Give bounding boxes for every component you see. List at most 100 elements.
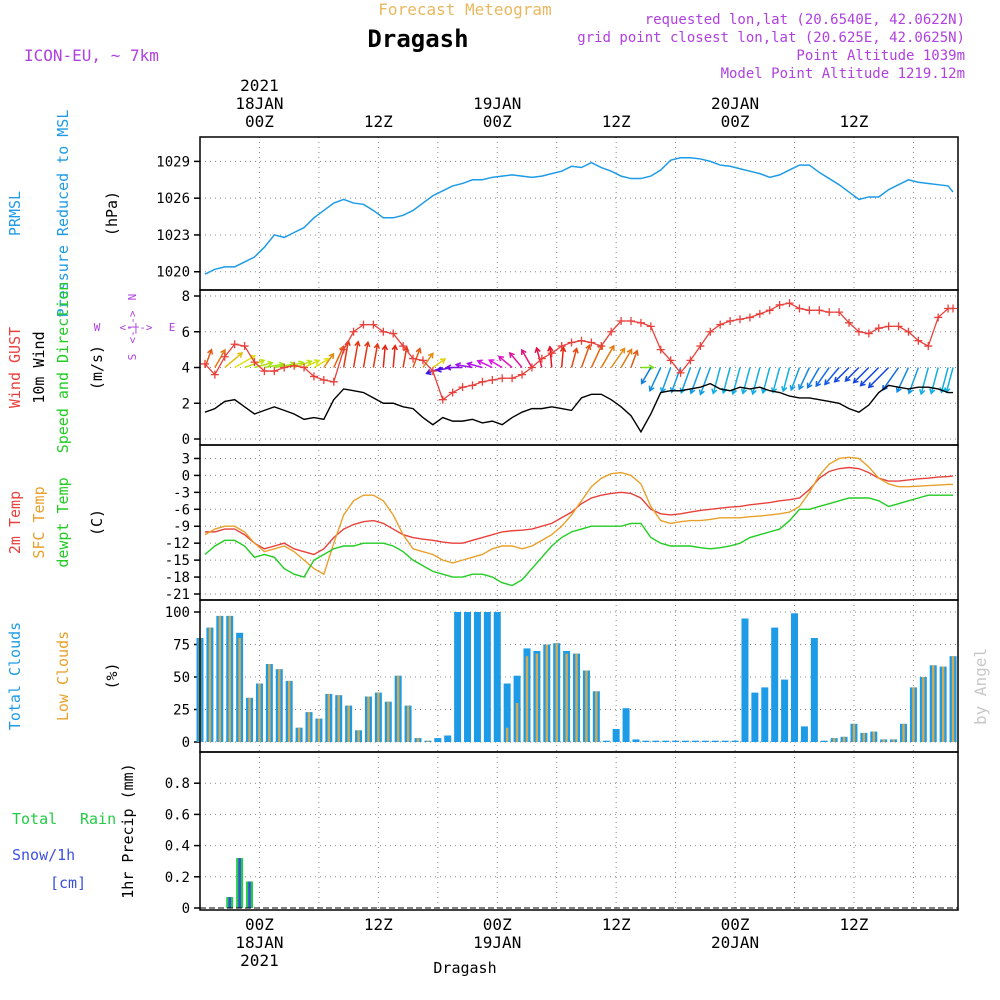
- wind-arrow-head: [391, 344, 399, 351]
- wind-direction-arrow: [815, 367, 830, 387]
- watermark: by Angel: [971, 648, 990, 725]
- gust-marker: [488, 376, 497, 385]
- gust-marker: [428, 367, 437, 376]
- y-tick-label: 50: [173, 670, 190, 686]
- gust-marker: [399, 342, 408, 351]
- wind-direction-arrow: [860, 366, 880, 387]
- temperature-panel: -21-18-15-12-9-6-303 2m Temp SFC Temp dewpt…: [6, 444, 959, 603]
- gust-marker: [627, 317, 636, 326]
- wind-arrow-head: [669, 387, 676, 394]
- wind-direction-arrow: [549, 346, 553, 368]
- total-cloud-bar: [711, 740, 719, 742]
- wind-arrow-head: [508, 351, 515, 359]
- snow-bar: [248, 881, 251, 908]
- low-cloud-bar: [941, 666, 945, 742]
- sfc-line: [204, 456, 954, 576]
- wind-direction-arrow: [752, 367, 761, 395]
- time-axis-label: 12Z: [364, 915, 393, 934]
- wind-label-2: Speed and Direction: [54, 282, 72, 454]
- y-tick-label: 1020: [156, 265, 190, 281]
- wind-arrow-head: [895, 386, 902, 394]
- gust-marker: [438, 395, 447, 404]
- time-axis-label: 19JAN: [473, 94, 521, 113]
- gust-marker: [765, 306, 774, 315]
- wind-arrow-head: [439, 358, 447, 364]
- low-cloud-bar: [287, 680, 291, 742]
- wind-arrow-head: [559, 345, 567, 353]
- y-tick-label: -18: [165, 570, 190, 586]
- gust-marker: [458, 383, 467, 392]
- gust-marker: [319, 376, 328, 385]
- y-tick-label: 0: [182, 735, 190, 751]
- y-tick-label: 0.4: [165, 839, 190, 855]
- gust-marker: [240, 342, 249, 351]
- gust-marker: [379, 327, 388, 336]
- low-cloud-bar: [585, 670, 588, 742]
- wind-direction-arrow: [824, 367, 840, 385]
- low-cloud-bar: [406, 705, 410, 742]
- wind-arrow-head: [907, 388, 914, 395]
- wind-arrow-head: [781, 386, 788, 393]
- y-tick-label: 25: [173, 703, 190, 719]
- wind-arrow-head: [711, 388, 718, 395]
- total-cloud-bar: [602, 740, 610, 742]
- y-tick-label: 1026: [156, 191, 190, 207]
- compass-e: E: [169, 321, 176, 334]
- dewpt-line: [204, 494, 954, 587]
- wind-direction-arrow: [660, 367, 672, 393]
- wind-arrow-head: [648, 385, 655, 393]
- wind-arrow-head: [585, 343, 592, 351]
- gust-marker: [527, 363, 536, 372]
- time-axis-label: 2021: [240, 951, 279, 970]
- low-cloud-bar: [892, 739, 895, 742]
- low-cloud-bar: [208, 627, 212, 742]
- wind-arrow-head: [402, 345, 410, 352]
- low-cloud-bar: [555, 643, 558, 742]
- time-axis-label: 18JAN: [235, 94, 283, 113]
- time-axis-label: 00Z: [483, 112, 512, 131]
- pressure-frame: [199, 136, 959, 291]
- low-cloud-bar: [545, 644, 548, 742]
- gust-marker: [418, 356, 427, 365]
- gust-marker: [567, 338, 576, 347]
- low-cloud-bar: [357, 730, 360, 742]
- temperature-label-0: 2m Temp: [6, 491, 24, 554]
- low-cloud-bar: [951, 656, 955, 742]
- time-axis-label: 19JAN: [473, 933, 521, 952]
- wind-direction-arrow: [303, 359, 320, 369]
- panels-layer: 1020 1023 1026 1029 PRMSL Pressure Reduced to…: [6, 110, 959, 917]
- wind-direction-arrow: [868, 366, 890, 388]
- y-tick-label: 0: [182, 432, 190, 448]
- wind-direction-arrow: [690, 367, 702, 394]
- wind-arrow-head: [632, 349, 639, 356]
- low-cloud-bar: [872, 731, 875, 742]
- wind-direction-arrow: [807, 367, 820, 388]
- gust-marker: [775, 300, 784, 309]
- gust-marker: [934, 313, 943, 322]
- pressure-line: [204, 156, 954, 275]
- wind-label-0: Wind GUST: [6, 327, 24, 408]
- low-cloud-bar: [416, 738, 420, 742]
- wind-arrow-head: [572, 347, 579, 354]
- low-cloud-bar: [882, 739, 885, 742]
- total-cloud-bar: [672, 740, 680, 742]
- gust-marker: [557, 342, 566, 351]
- wind-arrow-head: [427, 352, 434, 359]
- wind-arrow-head: [425, 369, 432, 376]
- wind-arrow-head: [740, 388, 748, 395]
- gust-marker: [617, 317, 626, 326]
- wind-direction-arrow: [362, 342, 369, 368]
- wind-arrow-head: [476, 359, 483, 366]
- low-cloud-bar: [258, 683, 261, 742]
- gust-marker: [845, 318, 854, 327]
- low-cloud-bar: [852, 723, 856, 742]
- y-tick-label: 0.8: [165, 776, 190, 792]
- wind-arrow-head: [306, 359, 313, 366]
- wind-arrow-head: [497, 355, 504, 362]
- y-tick-label: 1023: [156, 228, 190, 244]
- wind-arrow-head: [798, 384, 804, 391]
- wind-arrow-head: [488, 359, 495, 365]
- wind-panel: 0 2 4 6 8 N S W E <-|-><-|-> Wind GUST 10m Wind Spee…: [6, 282, 959, 454]
- wind-arrow-head: [689, 388, 696, 395]
